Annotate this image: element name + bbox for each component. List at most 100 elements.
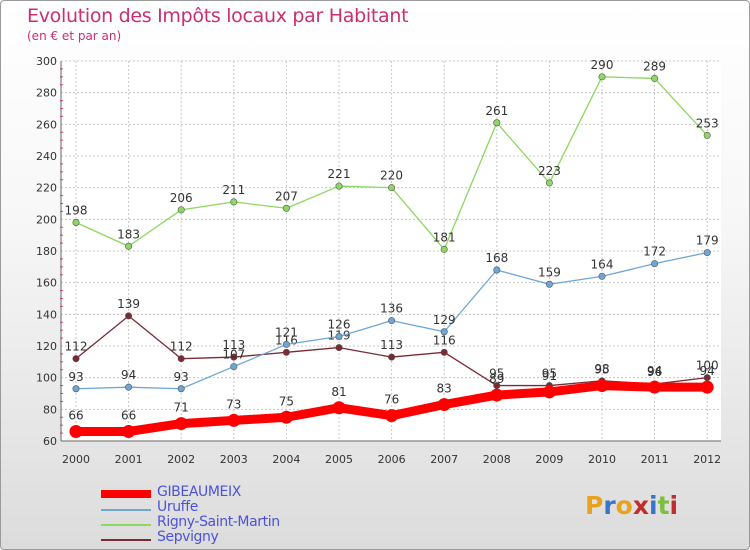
data-label: 89	[489, 372, 504, 386]
data-label: 71	[174, 401, 189, 415]
series-uruffe: 93 94 93 107 121 126 136 129 168 159 164 172 179	[68, 234, 719, 393]
data-point	[388, 184, 396, 192]
data-label: 116	[433, 333, 456, 347]
chart-subtitle: (en € et par an)	[27, 29, 122, 43]
y-tick-label: 260	[36, 118, 57, 131]
x-tick-label: 2007	[430, 453, 458, 466]
data-point	[651, 74, 659, 82]
x-tick-label: 2000	[62, 453, 90, 466]
logo-letter: i	[669, 491, 679, 520]
data-label: 113	[222, 338, 245, 352]
legend-swatch	[101, 524, 151, 526]
legend-label: Sepvigny	[157, 529, 219, 545]
data-label: 172	[643, 245, 666, 259]
data-point	[72, 355, 80, 363]
data-point	[388, 353, 396, 361]
x-tick-label: 2009	[535, 453, 563, 466]
y-tick-label: 80	[43, 403, 57, 416]
data-point	[69, 425, 83, 438]
data-point	[230, 353, 238, 361]
chart-title: Evolution des Impôts locaux par Habitant	[27, 5, 409, 27]
data-label: 93	[174, 370, 189, 384]
x-tick-label: 2005	[325, 453, 353, 466]
data-point	[700, 380, 714, 394]
logo-letter: t	[657, 491, 670, 520]
data-point	[598, 73, 606, 81]
data-label: 107	[222, 348, 245, 362]
data-point	[122, 425, 136, 438]
data-point	[279, 410, 293, 424]
y-tick-label: 220	[36, 182, 57, 195]
data-label: 113	[380, 338, 403, 352]
data-label: 100	[696, 359, 719, 373]
data-point	[493, 266, 501, 274]
data-point	[545, 179, 553, 187]
x-tick-label: 2002	[167, 453, 195, 466]
x-tick-label: 2012	[693, 453, 721, 466]
data-label: 179	[696, 234, 719, 248]
y-tick-label: 280	[36, 87, 57, 100]
data-point	[703, 131, 711, 139]
data-point	[177, 206, 185, 214]
data-label: 96	[647, 365, 662, 379]
y-tick-label: 160	[36, 277, 57, 290]
y-tick-label: 180	[36, 245, 57, 258]
data-label: 223	[538, 164, 561, 178]
data-label: 220	[380, 169, 403, 183]
data-label: 73	[226, 397, 241, 411]
proxiti-logo: Proxiti	[585, 491, 678, 520]
y-tick-label: 120	[36, 340, 57, 353]
y-tick-label: 60	[43, 435, 57, 448]
data-point	[493, 119, 501, 127]
data-label: 94	[121, 368, 136, 382]
data-label: 75	[279, 394, 294, 408]
data-point	[651, 260, 659, 268]
data-point	[388, 317, 396, 325]
data-point	[282, 340, 290, 348]
data-label: 93	[68, 370, 83, 384]
data-label: 164	[591, 257, 614, 271]
data-point	[72, 219, 80, 227]
data-point	[598, 272, 606, 280]
data-point	[125, 242, 133, 250]
data-point	[335, 182, 343, 190]
x-tick-label: 2008	[483, 453, 511, 466]
series-rigny-saint-martin: 198 183 206 211 207 221 220 181 261 223 290 289 253	[65, 58, 719, 253]
legend-swatch	[101, 539, 151, 541]
data-label: 261	[485, 104, 508, 118]
x-tick-label: 2004	[272, 453, 300, 466]
legend-label: GIBEAUMEIX	[157, 484, 241, 500]
data-label: 211	[222, 183, 245, 197]
data-label: 159	[538, 265, 561, 279]
data-point	[542, 385, 556, 399]
data-point	[177, 385, 185, 393]
data-label: 95	[594, 363, 609, 377]
legend-label: Uruffe	[157, 499, 198, 515]
data-point	[335, 344, 343, 352]
data-point	[282, 204, 290, 212]
x-tick-label: 2010	[588, 453, 616, 466]
data-label: 253	[696, 116, 719, 130]
y-tick-label: 140	[36, 308, 57, 321]
data-point	[227, 413, 241, 427]
y-tick-label: 240	[36, 150, 57, 163]
data-label: 183	[117, 227, 140, 241]
data-point	[440, 245, 448, 253]
data-point	[335, 332, 343, 340]
data-point	[282, 348, 290, 356]
data-point	[440, 328, 448, 336]
data-point	[72, 385, 80, 393]
data-label: 81	[331, 385, 346, 399]
data-point	[703, 249, 711, 257]
data-point	[385, 409, 399, 423]
data-label: 91	[542, 369, 557, 383]
y-tick-label: 300	[36, 55, 57, 68]
logo-letter: r	[603, 491, 616, 520]
data-point	[125, 383, 133, 391]
legend-label: Rigny-Saint-Martin	[157, 514, 280, 530]
data-point	[490, 388, 504, 402]
data-label: 95	[542, 367, 557, 381]
data-label: 126	[328, 318, 351, 332]
